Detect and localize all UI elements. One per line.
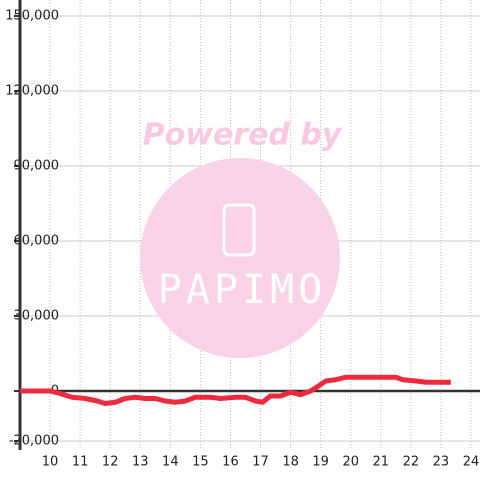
watermark-text: Powered by bbox=[143, 118, 343, 153]
x-tick-label: 20 bbox=[342, 455, 359, 470]
x-tick-label: 14 bbox=[162, 455, 179, 470]
x-tick-label: 21 bbox=[373, 455, 390, 470]
x-tick-label: 18 bbox=[282, 455, 299, 470]
x-tick-label: 24 bbox=[463, 455, 480, 470]
y-tick-label: 30,000 bbox=[14, 309, 60, 324]
x-tick-label: 10 bbox=[42, 455, 59, 470]
y-tick-label: 60,000 bbox=[14, 234, 60, 249]
watermark-circle bbox=[140, 158, 340, 358]
x-tick-label: 15 bbox=[192, 455, 209, 470]
y-tick-label: 150,000 bbox=[5, 9, 59, 24]
x-tick-label: 22 bbox=[403, 455, 420, 470]
x-tick-label: 17 bbox=[252, 455, 269, 470]
watermark-icon bbox=[222, 203, 256, 257]
y-tick-label: 120,000 bbox=[5, 84, 59, 99]
line bbox=[20, 374, 451, 406]
watermark-logo: PAPIMO bbox=[158, 267, 327, 313]
y-tick-label: 90,000 bbox=[14, 159, 60, 174]
x-tick-label: 23 bbox=[433, 455, 450, 470]
x-tick-label: 12 bbox=[102, 455, 119, 470]
y-tick-label: -20,000 bbox=[9, 434, 59, 449]
x-tick-label: 16 bbox=[222, 455, 239, 470]
x-tick-label: 19 bbox=[312, 455, 329, 470]
x-tick-label: 13 bbox=[132, 455, 149, 470]
x-tick-label: 11 bbox=[72, 455, 89, 470]
